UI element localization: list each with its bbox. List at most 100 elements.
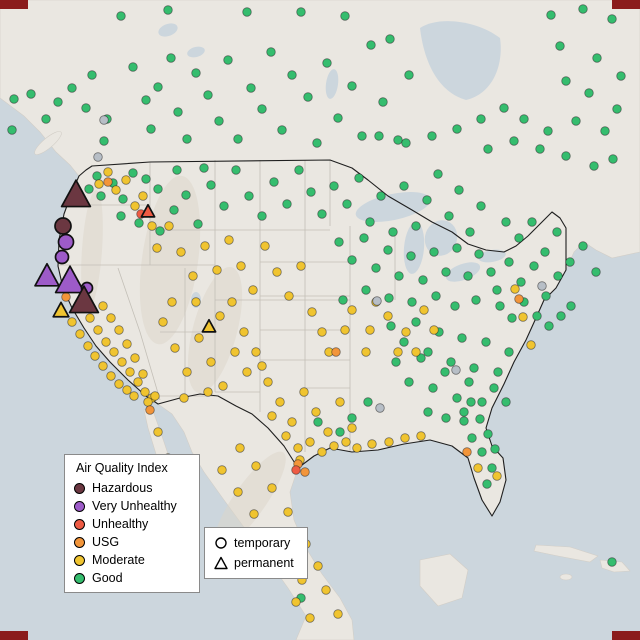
station-dot-good[interactable]: [552, 227, 562, 237]
station-dot-moderate[interactable]: [236, 261, 246, 271]
station-dot-good[interactable]: [427, 131, 437, 141]
station-dot-no_data[interactable]: [372, 296, 382, 306]
station-dot-good[interactable]: [465, 227, 475, 237]
station-dot-good[interactable]: [53, 97, 63, 107]
station-dot-moderate[interactable]: [272, 267, 282, 277]
station-dot-moderate[interactable]: [122, 339, 132, 349]
station-dot-moderate[interactable]: [367, 439, 377, 449]
station-dot-good[interactable]: [296, 7, 306, 17]
station-dot-moderate[interactable]: [260, 241, 270, 251]
station-dot-moderate[interactable]: [400, 433, 410, 443]
station-dot-moderate[interactable]: [251, 461, 261, 471]
station-dot-good[interactable]: [266, 47, 276, 57]
station-dot-good[interactable]: [219, 201, 229, 211]
station-dot-good[interactable]: [423, 347, 433, 357]
station-dot-moderate[interactable]: [150, 391, 160, 401]
station-dot-moderate[interactable]: [347, 305, 357, 315]
station-dot-moderate[interactable]: [153, 427, 163, 437]
station-dot-good[interactable]: [499, 103, 509, 113]
station-dot-good[interactable]: [333, 113, 343, 123]
station-dot-good[interactable]: [422, 195, 432, 205]
station-dot-good[interactable]: [92, 171, 102, 181]
station-dot-good[interactable]: [561, 151, 571, 161]
station-dot-moderate[interactable]: [317, 447, 327, 457]
station-dot-moderate[interactable]: [101, 337, 111, 347]
station-dot-moderate[interactable]: [284, 291, 294, 301]
station-dot-good[interactable]: [366, 40, 376, 50]
station-dot-good[interactable]: [354, 173, 364, 183]
station-dot-good[interactable]: [294, 165, 304, 175]
station-dot-good[interactable]: [509, 136, 519, 146]
station-dot-moderate[interactable]: [230, 347, 240, 357]
station-dot-good[interactable]: [529, 261, 539, 271]
station-dot-good[interactable]: [459, 407, 469, 417]
station-dot-moderate[interactable]: [227, 297, 237, 307]
station-dot-moderate[interactable]: [341, 437, 351, 447]
station-dot-moderate[interactable]: [130, 201, 140, 211]
station-dot-moderate[interactable]: [257, 361, 267, 371]
station-dot-no_data[interactable]: [93, 152, 103, 162]
station-dot-good[interactable]: [388, 227, 398, 237]
station-dot-good[interactable]: [141, 174, 151, 184]
station-dot-good[interactable]: [616, 71, 626, 81]
station-dot-moderate[interactable]: [233, 487, 243, 497]
station-marker-triangle-moderate[interactable]: [52, 301, 70, 318]
station-dot-usg[interactable]: [331, 347, 341, 357]
station-dot-good[interactable]: [166, 53, 176, 63]
station-dot-moderate[interactable]: [293, 443, 303, 453]
station-marker-triangle-very_unhealthy[interactable]: [34, 262, 60, 287]
station-dot-good[interactable]: [146, 124, 156, 134]
station-dot-good[interactable]: [384, 293, 394, 303]
station-dot-good[interactable]: [312, 138, 322, 148]
station-dot-no_data[interactable]: [537, 281, 547, 291]
station-dot-good[interactable]: [173, 107, 183, 117]
station-dot-good[interactable]: [128, 168, 138, 178]
station-dot-good[interactable]: [584, 88, 594, 98]
station-dot-good[interactable]: [527, 217, 537, 227]
station-dot-moderate[interactable]: [188, 271, 198, 281]
station-dot-moderate[interactable]: [85, 313, 95, 323]
station-dot-good[interactable]: [399, 337, 409, 347]
station-dot-good[interactable]: [467, 433, 477, 443]
station-dot-good[interactable]: [376, 191, 386, 201]
station-dot-good[interactable]: [469, 363, 479, 373]
station-marker-triangle-hazardous[interactable]: [60, 179, 92, 208]
station-dot-moderate[interactable]: [384, 437, 394, 447]
station-dot-good[interactable]: [361, 285, 371, 295]
station-dot-moderate[interactable]: [194, 333, 204, 343]
station-dot-good[interactable]: [495, 301, 505, 311]
station-dot-good[interactable]: [501, 397, 511, 407]
station-dot-usg[interactable]: [514, 294, 524, 304]
station-dot-good[interactable]: [365, 217, 375, 227]
station-dot-moderate[interactable]: [267, 411, 277, 421]
station-dot-good[interactable]: [383, 245, 393, 255]
station-dot-moderate[interactable]: [281, 431, 291, 441]
station-dot-moderate[interactable]: [114, 379, 124, 389]
station-dot-good[interactable]: [116, 211, 126, 221]
station-dot-good[interactable]: [141, 95, 151, 105]
station-dot-moderate[interactable]: [275, 397, 285, 407]
station-dot-moderate[interactable]: [283, 507, 293, 517]
station-dot-moderate[interactable]: [129, 391, 139, 401]
station-dot-good[interactable]: [546, 10, 556, 20]
station-dot-good[interactable]: [532, 311, 542, 321]
station-dot-good[interactable]: [244, 191, 254, 201]
station-dot-moderate[interactable]: [176, 247, 186, 257]
station-dot-good[interactable]: [459, 416, 469, 426]
station-dot-good[interactable]: [452, 243, 462, 253]
station-dot-good[interactable]: [357, 131, 367, 141]
station-dot-moderate[interactable]: [305, 437, 315, 447]
station-dot-good[interactable]: [591, 267, 601, 277]
station-dot-good[interactable]: [589, 161, 599, 171]
station-dot-moderate[interactable]: [321, 585, 331, 595]
station-dot-good[interactable]: [541, 291, 551, 301]
station-dot-moderate[interactable]: [224, 235, 234, 245]
station-dot-good[interactable]: [608, 154, 618, 164]
station-dot-moderate[interactable]: [287, 417, 297, 427]
station-dot-moderate[interactable]: [138, 191, 148, 201]
station-dot-moderate[interactable]: [182, 367, 192, 377]
station-dot-good[interactable]: [476, 114, 486, 124]
station-dot-good[interactable]: [287, 70, 297, 80]
station-dot-moderate[interactable]: [103, 167, 113, 177]
station-dot-moderate[interactable]: [75, 329, 85, 339]
